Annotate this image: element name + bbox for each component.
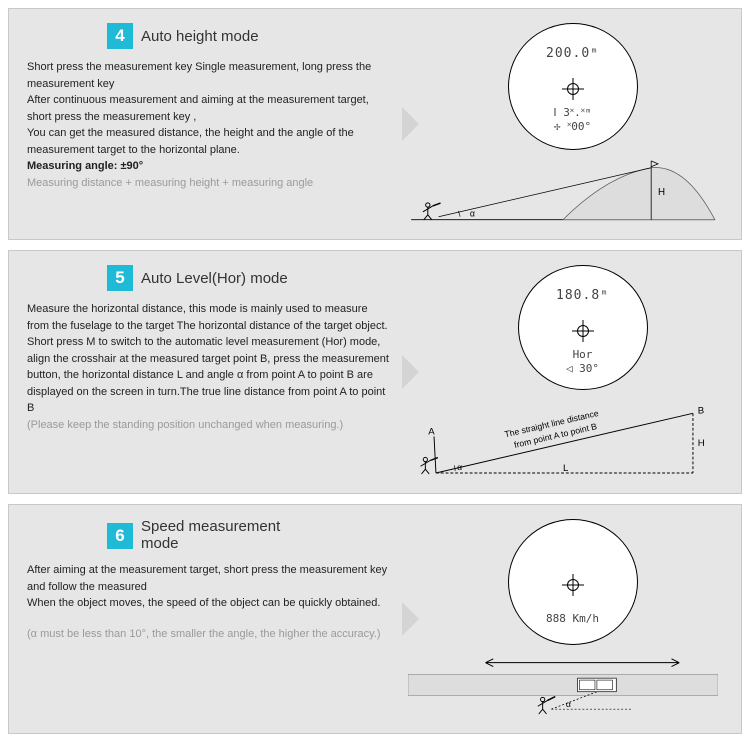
height-diagram: H α bbox=[408, 156, 718, 225]
scope-top-value: 200.0ᵐ bbox=[509, 46, 637, 61]
section-auto-level: 5 Auto Level(Hor) mode Measure the horiz… bbox=[8, 250, 742, 494]
section-body: After aiming at the measurement target, … bbox=[27, 562, 392, 612]
right-column: 180.8ᵐ Hor ◁ 30° A B H L α The straight … bbox=[402, 265, 723, 479]
section-title: Speed measurement mode bbox=[141, 519, 321, 552]
right-column: 888 Km/h α bbox=[402, 519, 723, 719]
left-column: 4 Auto height mode Short press the measu… bbox=[27, 23, 402, 225]
svg-text:H: H bbox=[658, 188, 665, 199]
arrow-divider bbox=[402, 602, 419, 636]
svg-text:α: α bbox=[457, 462, 462, 472]
section-header: 6 Speed measurement mode bbox=[107, 519, 392, 552]
scope-line3: ◁ 30° bbox=[519, 362, 647, 375]
right-column: 200.0ᵐ Ⅰ 3˟.˟ᵐ ✢ ˟00° H α bbox=[402, 23, 723, 225]
crosshair-icon bbox=[562, 78, 584, 100]
note-text: (α must be less than 10°, the smaller th… bbox=[27, 628, 392, 640]
svg-text:H: H bbox=[697, 438, 704, 449]
body-text: Measure the horizontal distance, this mo… bbox=[27, 303, 389, 414]
section-title: Auto height mode bbox=[141, 28, 259, 45]
scope-icon: 200.0ᵐ Ⅰ 3˟.˟ᵐ ✢ ˟00° bbox=[508, 23, 638, 150]
section-body: Short press the measurement key Single m… bbox=[27, 59, 392, 175]
scope-top-value: 180.8ᵐ bbox=[519, 288, 647, 303]
left-column: 6 Speed measurement mode After aiming at… bbox=[27, 519, 402, 719]
section-title: Auto Level(Hor) mode bbox=[141, 270, 288, 287]
section-speed: 6 Speed measurement mode After aiming at… bbox=[8, 504, 742, 734]
crosshair-icon bbox=[562, 574, 584, 596]
crosshair-icon bbox=[572, 320, 594, 342]
left-column: 5 Auto Level(Hor) mode Measure the horiz… bbox=[27, 265, 402, 479]
svg-text:α: α bbox=[469, 209, 474, 219]
scope-line2: Hor bbox=[519, 348, 647, 361]
section-auto-height: 4 Auto height mode Short press the measu… bbox=[8, 8, 742, 240]
svg-text:α: α bbox=[565, 699, 570, 709]
scope-line3: ✢ ˟00° bbox=[509, 120, 637, 133]
level-diagram: A B H L α The straight line distance fro… bbox=[408, 396, 718, 479]
scope-line2: Ⅰ 3˟.˟ᵐ bbox=[509, 106, 637, 119]
number-badge: 6 bbox=[107, 523, 133, 549]
scope-line3: 888 Km/h bbox=[509, 612, 637, 625]
number-badge: 4 bbox=[107, 23, 133, 49]
arrow-divider bbox=[402, 355, 419, 389]
bold-line: Measuring angle: ±90° bbox=[27, 160, 143, 172]
body-text: After aiming at the measurement target, … bbox=[27, 564, 387, 609]
scope-icon: 180.8ᵐ Hor ◁ 30° bbox=[518, 265, 648, 390]
body-text: Short press the measurement key Single m… bbox=[27, 61, 371, 156]
note-text: Measuring distance + measuring height + … bbox=[27, 177, 392, 189]
svg-text:B: B bbox=[697, 406, 703, 417]
note-text: (Please keep the standing position uncha… bbox=[27, 419, 392, 431]
svg-text:A: A bbox=[428, 427, 435, 438]
scope-icon: 888 Km/h bbox=[508, 519, 638, 645]
number-badge: 5 bbox=[107, 265, 133, 291]
section-header: 5 Auto Level(Hor) mode bbox=[107, 265, 392, 291]
svg-text:L: L bbox=[563, 463, 569, 474]
speed-diagram: α bbox=[408, 651, 718, 719]
section-body: Measure the horizontal distance, this mo… bbox=[27, 301, 392, 417]
arrow-divider bbox=[402, 107, 419, 141]
section-header: 4 Auto height mode bbox=[107, 23, 392, 49]
